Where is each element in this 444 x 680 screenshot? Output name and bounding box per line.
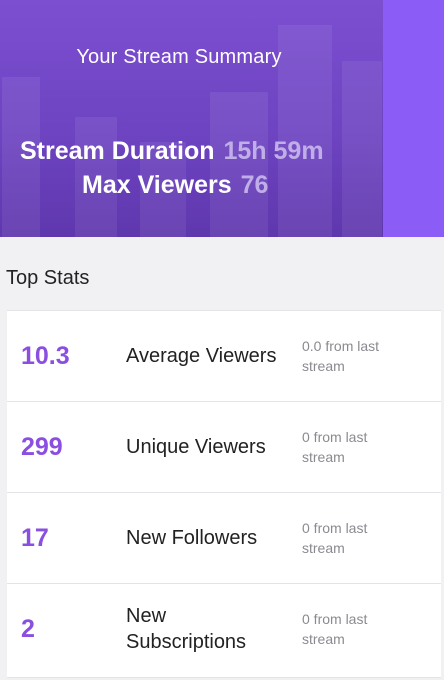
stat-delta: 0 from last stream bbox=[302, 429, 368, 465]
stat-value: 10.3 bbox=[21, 341, 70, 370]
stat-value: 2 bbox=[21, 614, 35, 643]
accent-strip bbox=[383, 0, 444, 237]
stream-duration: Stream Duration 15h 59m bbox=[20, 137, 324, 166]
stat-row-new-followers: 17 New Followers 0 from last stream bbox=[7, 493, 441, 584]
stat-delta: 0 from last stream bbox=[302, 611, 368, 647]
stream-duration-label: Stream Duration bbox=[20, 137, 215, 165]
top-stats-heading: Top Stats bbox=[6, 267, 90, 289]
stat-label: Unique Viewers bbox=[126, 436, 266, 458]
decorative-bar bbox=[2, 77, 40, 237]
top-stats-list: 10.3 Average Viewers 0.0 from last strea… bbox=[7, 310, 441, 678]
stat-label: Average Viewers bbox=[126, 345, 277, 367]
decorative-bar bbox=[342, 61, 382, 237]
stat-value: 17 bbox=[21, 523, 49, 552]
stat-row-unique-viewers: 299 Unique Viewers 0 from last stream bbox=[7, 402, 441, 493]
stat-row-new-subscriptions: 2 New Subscriptions 0 from last stream bbox=[7, 584, 441, 674]
decorative-bar bbox=[278, 25, 332, 237]
decorative-bar bbox=[210, 92, 268, 237]
max-viewers-value: 76 bbox=[240, 171, 269, 199]
decorative-bar bbox=[75, 117, 117, 237]
max-viewers-label: Max Viewers bbox=[82, 171, 232, 199]
stream-duration-value: 15h 59m bbox=[223, 137, 324, 165]
stat-label: New Subscriptions bbox=[126, 605, 247, 653]
summary-background bbox=[0, 0, 383, 237]
stat-row-average-viewers: 10.3 Average Viewers 0.0 from last strea… bbox=[7, 311, 441, 402]
stream-summary-header: Your Stream Summary Stream Duration 15h 5… bbox=[0, 0, 444, 237]
decorative-bar bbox=[140, 142, 186, 237]
stat-delta: 0.0 from last stream bbox=[302, 338, 380, 374]
stat-label: New Followers bbox=[126, 527, 258, 549]
stat-value: 299 bbox=[21, 432, 63, 461]
summary-title: Your Stream Summary bbox=[76, 46, 282, 68]
stat-delta: 0 from last stream bbox=[302, 520, 368, 556]
max-viewers: Max Viewers 76 bbox=[82, 171, 268, 200]
